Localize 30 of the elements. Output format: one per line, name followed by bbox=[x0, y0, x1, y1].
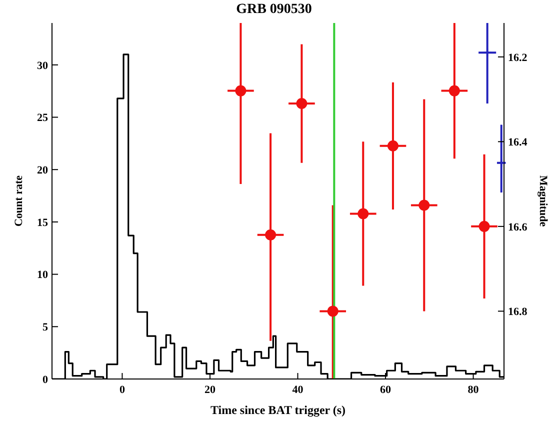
point bbox=[478, 220, 490, 232]
x-tick-label: 80 bbox=[468, 384, 480, 396]
y-tick-label: 10 bbox=[37, 269, 48, 282]
y2-tick-label: 16.4 bbox=[508, 136, 528, 149]
y2-tick-label: 16.2 bbox=[508, 52, 528, 64]
y2-tick-label: 16.8 bbox=[508, 306, 528, 318]
y-tick-label: 15 bbox=[37, 216, 48, 229]
point bbox=[358, 208, 369, 220]
chart-title: GRB 090530 bbox=[235, 2, 313, 18]
x-tick-label: 20 bbox=[204, 384, 216, 396]
x-tick-label: 60 bbox=[380, 384, 392, 396]
y2-tick-label: 16.6 bbox=[508, 221, 528, 234]
point bbox=[448, 85, 460, 96]
point bbox=[296, 98, 308, 110]
point bbox=[327, 306, 338, 317]
x-axis-title: Time since BAT trigger (s) bbox=[210, 403, 346, 417]
x-tick-label: 0 bbox=[119, 384, 126, 396]
y-axis-title: Count rate bbox=[12, 175, 25, 227]
x-tick-label: 40 bbox=[292, 384, 304, 396]
point bbox=[387, 140, 398, 152]
point bbox=[418, 200, 430, 211]
y-tick-label: 20 bbox=[37, 164, 48, 176]
y-tick-label: 5 bbox=[42, 322, 48, 334]
point bbox=[265, 229, 276, 240]
y-tick-label: 25 bbox=[37, 112, 48, 124]
y-tick-label: 30 bbox=[37, 60, 48, 72]
y2-axis-title: Magnitude bbox=[537, 175, 548, 227]
point bbox=[482, 48, 492, 58]
point bbox=[235, 85, 246, 96]
y-tick-label: 0 bbox=[42, 374, 48, 386]
